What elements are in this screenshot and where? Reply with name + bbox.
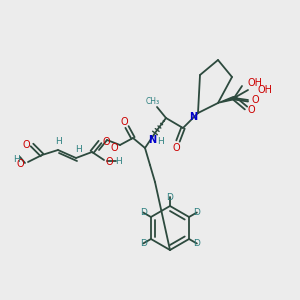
- Text: H: H: [157, 136, 164, 146]
- Text: O: O: [22, 140, 30, 150]
- Polygon shape: [218, 97, 234, 103]
- Text: O: O: [172, 143, 180, 153]
- Text: OH: OH: [258, 85, 273, 95]
- Text: O: O: [120, 117, 128, 127]
- Text: D: D: [194, 208, 200, 217]
- Text: O: O: [110, 143, 118, 153]
- Text: H: H: [115, 158, 122, 166]
- Text: N: N: [189, 112, 197, 122]
- Text: O: O: [247, 105, 255, 115]
- Text: O: O: [105, 157, 113, 167]
- Text: O: O: [16, 159, 24, 169]
- Text: O: O: [102, 137, 110, 147]
- Text: D: D: [194, 239, 200, 248]
- Text: D: D: [167, 193, 173, 202]
- Text: H: H: [75, 146, 81, 154]
- Text: N: N: [148, 135, 156, 145]
- Text: O: O: [251, 95, 259, 105]
- Text: CH₃: CH₃: [146, 98, 160, 106]
- Text: D: D: [140, 208, 147, 217]
- Text: OH: OH: [247, 78, 262, 88]
- Text: D: D: [140, 239, 147, 248]
- Text: H: H: [56, 137, 62, 146]
- Text: H: H: [13, 154, 20, 164]
